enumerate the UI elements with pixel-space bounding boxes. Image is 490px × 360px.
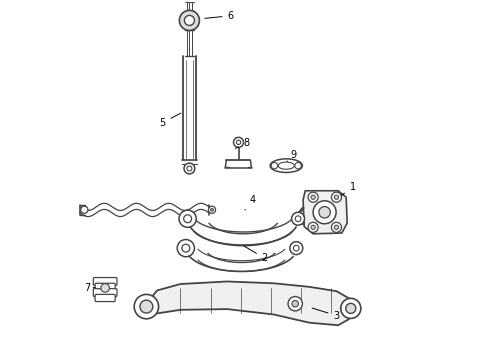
Circle shape [101, 284, 109, 292]
Circle shape [292, 212, 304, 225]
Circle shape [311, 225, 315, 229]
FancyBboxPatch shape [95, 294, 115, 302]
Circle shape [290, 242, 303, 255]
Ellipse shape [278, 162, 294, 169]
Circle shape [308, 192, 318, 202]
Text: 9: 9 [287, 150, 296, 161]
Circle shape [331, 222, 342, 232]
Circle shape [177, 239, 195, 257]
Text: 2: 2 [244, 246, 268, 263]
Text: 5: 5 [159, 113, 181, 128]
Circle shape [311, 195, 315, 199]
Circle shape [295, 216, 301, 222]
Circle shape [182, 244, 190, 252]
Circle shape [294, 245, 299, 251]
Text: 1: 1 [341, 182, 356, 195]
Circle shape [208, 206, 216, 213]
Circle shape [288, 297, 302, 311]
Polygon shape [303, 191, 347, 234]
Circle shape [295, 162, 301, 169]
Circle shape [81, 206, 88, 213]
Circle shape [140, 300, 153, 313]
Circle shape [334, 195, 339, 199]
Circle shape [184, 163, 195, 174]
FancyBboxPatch shape [95, 283, 115, 291]
Text: 8: 8 [235, 139, 250, 148]
Circle shape [308, 222, 318, 232]
Text: 3: 3 [312, 308, 340, 320]
Circle shape [179, 210, 196, 227]
Circle shape [187, 166, 192, 171]
Text: 6: 6 [205, 11, 234, 21]
Circle shape [211, 208, 214, 211]
Circle shape [334, 225, 339, 229]
Circle shape [134, 294, 159, 319]
FancyBboxPatch shape [93, 289, 117, 297]
Text: 7: 7 [84, 283, 95, 293]
Circle shape [184, 15, 195, 26]
Polygon shape [145, 282, 353, 325]
Circle shape [319, 207, 330, 218]
Circle shape [346, 303, 356, 314]
Circle shape [331, 192, 342, 202]
Circle shape [179, 10, 199, 31]
FancyBboxPatch shape [93, 278, 117, 285]
Circle shape [236, 140, 241, 144]
Ellipse shape [270, 159, 302, 172]
Circle shape [341, 298, 361, 319]
Text: 4: 4 [245, 195, 256, 210]
Circle shape [271, 162, 278, 169]
Circle shape [313, 201, 336, 224]
Circle shape [234, 137, 244, 147]
Circle shape [184, 215, 192, 223]
Circle shape [292, 301, 298, 307]
